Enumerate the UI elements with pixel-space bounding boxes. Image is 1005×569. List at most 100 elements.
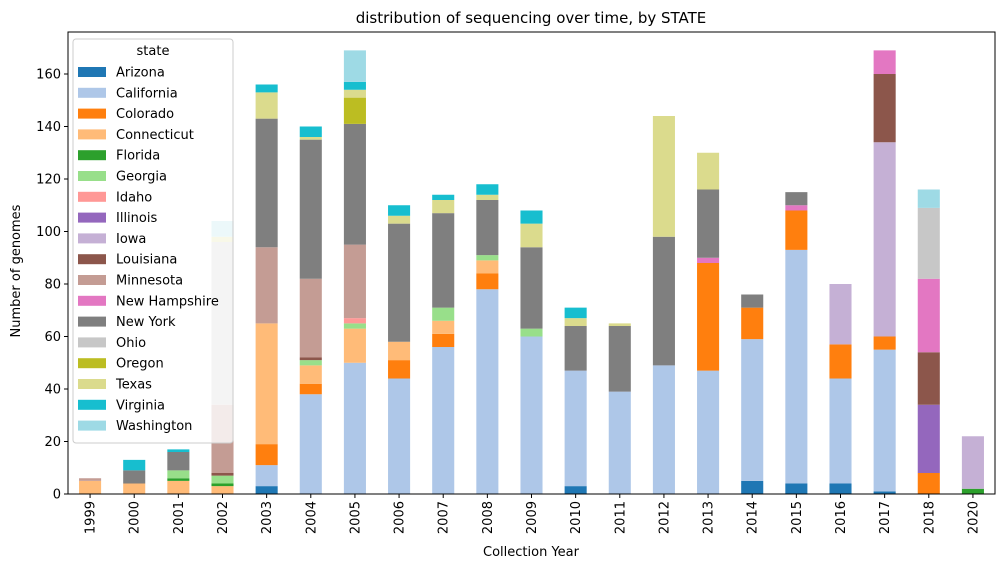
legend-swatch-new-york [78,316,106,327]
legend-label: New York [116,315,176,330]
bar-segment-2003-texas [255,92,278,119]
legend-label: Louisiana [116,253,177,268]
x-tick-label: 2012 [657,501,672,534]
bar-segment-2017-new-hampshire [873,50,896,75]
legend-swatch-louisiana [78,254,106,265]
x-tick-label: 2015 [790,501,805,534]
legend-swatch-minnesota [78,275,106,285]
bar-segment-2017-louisiana [873,74,896,143]
bar-segment-2012-new-york [652,236,675,366]
legend-swatch-arizona [78,67,106,77]
y-tick-label: 20 [44,435,61,450]
bar-segment-2009-texas [520,223,543,248]
bar-segment-2015-arizona [785,483,808,494]
bar-segment-2016-california [829,378,852,484]
bar-segment-2007-new-york [432,213,455,308]
x-axis: 1999 2000 2001 2002 2003 2004 2005 2006 2007 2008… [84,494,981,534]
bar-segment-2007-california [432,347,455,494]
bar-segment-2006-colorado [388,360,411,379]
x-tick-label: 2013 [702,501,717,534]
bar-segment-2003-arizona [255,486,278,495]
bar-segment-2005-idaho [343,318,366,324]
legend-swatch-california [78,87,106,98]
x-tick-label: 2010 [569,501,584,534]
bar-segment-2018-ohio [917,207,940,279]
bar-segment-2007-texas [432,200,455,214]
legend-swatch-florida [78,150,106,161]
bar-segment-2004-virginia [299,126,322,137]
x-tick-label: 2018 [922,501,937,534]
x-tick-label: 2004 [304,501,319,534]
bar-segment-2017-california [873,349,896,492]
legend-swatch-connecticut [78,129,106,140]
bar-segment-2007-colorado [432,333,455,348]
bar-segment-2000-connecticut [123,483,146,494]
bar-segment-2007-georgia [432,307,455,321]
legend-swatch-ohio [78,337,106,348]
y-tick-label: 120 [36,173,61,188]
legend-label: Colorado [116,107,174,122]
x-tick-label: 2011 [613,501,628,534]
legend-label: Ohio [116,336,146,351]
bar-segment-2002-florida [211,483,234,487]
legend-label: Virginia [116,398,165,413]
bar-segment-2005-connecticut [343,328,366,363]
bar-segment-2005-texas [343,89,366,98]
bar-segment-2008-connecticut [476,260,499,274]
bar-segment-2005-minnesota [343,244,366,319]
bar-segment-2000-new-york [123,470,146,484]
bar-segment-2012-texas [652,116,675,237]
bar-segment-2010-new-york [564,326,587,371]
bar-segment-2006-texas [388,215,411,224]
bar-segment-2005-washington [343,50,366,82]
bar-segment-2008-california [476,289,499,494]
bar-segment-2020-iowa [961,436,984,489]
bar-segment-2005-new-york [343,123,366,245]
bar-segment-2015-colorado [785,210,808,250]
bar-segment-2014-california [741,339,764,481]
bar-segment-2006-california [388,378,411,494]
bar-segment-2004-minnesota [299,278,322,358]
legend-label: Oregon [116,357,164,372]
x-tick-label: 2005 [348,501,363,534]
y-tick-label: 0 [53,488,61,503]
bar-segment-2009-georgia [520,328,543,337]
bar-segment-2013-colorado [697,263,720,371]
bar-segment-1999-connecticut [79,480,102,495]
legend: state Arizona California Colorado Connectic… [72,38,234,444]
legend-label: Florida [116,149,160,164]
legend-label: California [116,86,178,101]
bar-segment-2010-arizona [564,486,587,495]
legend-label: Connecticut [116,128,194,143]
bar-segment-2005-california [343,362,366,494]
x-tick-label: 2020 [966,501,981,534]
bar-segment-2014-colorado [741,307,764,340]
x-tick-label: 2008 [481,501,496,534]
plot-frame [67,31,996,495]
legend-swatch-illinois [78,212,106,223]
y-tick-label: 140 [36,120,61,135]
legend-label: Illinois [116,211,157,226]
legend-label: Washington [116,419,192,434]
legend-swatch-georgia [78,171,106,181]
bar-segment-2014-new-york [741,294,764,308]
y-tick-label: 40 [44,383,61,398]
y-tick-label: 100 [36,225,61,240]
bar-segment-2017-arizona [873,491,896,495]
legend-label: Arizona [116,66,165,81]
bar-segment-2013-new-york [697,189,720,258]
bar-segment-2005-virginia [343,81,366,90]
bar-segment-2018-new-hampshire [917,278,940,353]
x-tick-label: 2017 [878,501,893,534]
bar-segment-2010-virginia [564,307,587,319]
bar-segment-2004-texas [299,137,322,140]
bar-segment-2000-virginia [123,459,146,471]
bar-segment-2018-louisiana [917,352,940,405]
bar-segment-2016-colorado [829,344,852,379]
bar-segment-2003-new-york [255,118,278,248]
legend-swatch-texas [78,379,106,389]
bar-segment-2008-new-york [476,200,499,256]
bar-segment-2004-georgia [299,360,322,366]
bar-segment-2001-georgia [167,470,190,479]
bar-segment-2018-colorado [917,473,940,494]
